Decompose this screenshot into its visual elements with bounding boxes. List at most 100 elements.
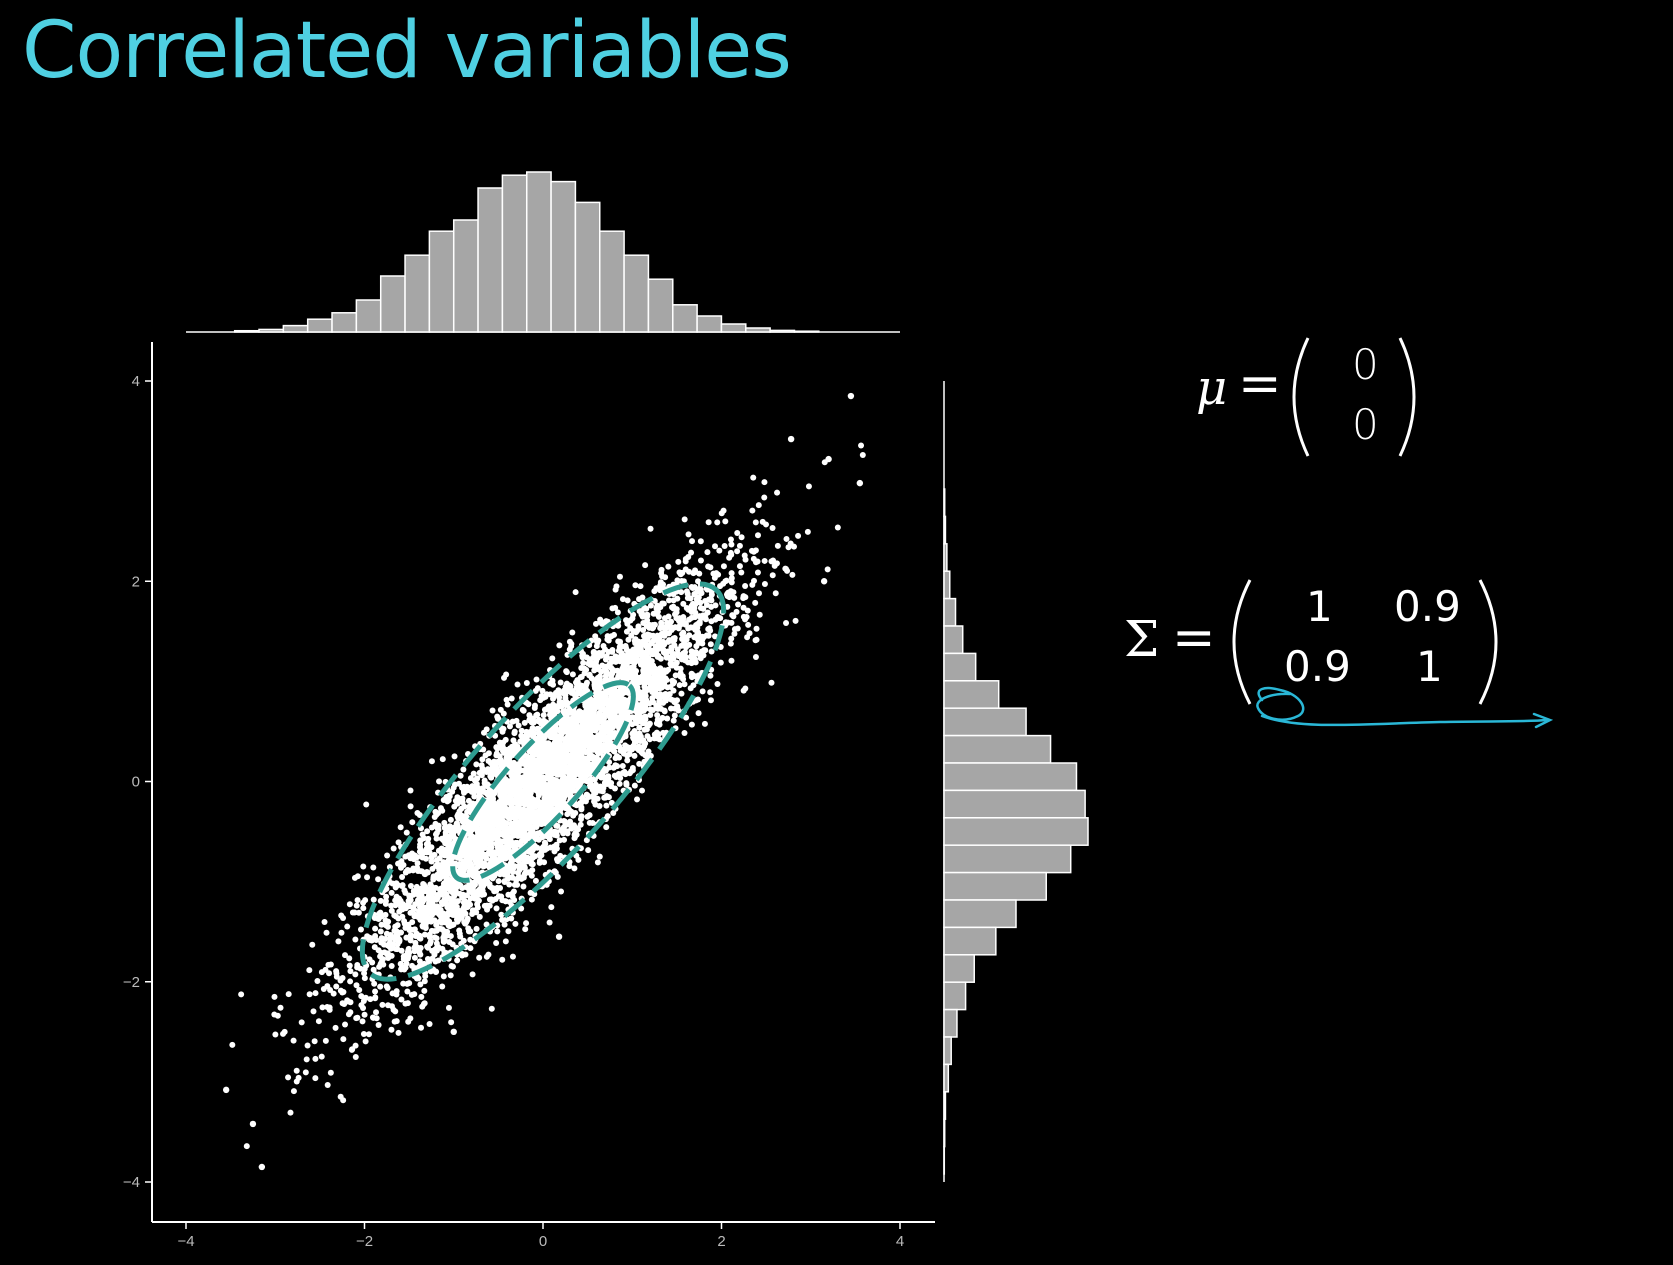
data-point [479, 767, 486, 774]
data-point [460, 906, 467, 913]
data-point [665, 613, 672, 620]
data-point [616, 780, 623, 787]
data-point [728, 635, 735, 642]
data-point [306, 967, 313, 974]
data-point [740, 604, 747, 611]
data-point [641, 693, 648, 700]
data-point [413, 888, 420, 895]
data-point [396, 938, 403, 945]
data-point [753, 636, 760, 643]
data-point [229, 1041, 236, 1048]
data-point [598, 712, 605, 719]
data-point [675, 653, 682, 660]
data-point [668, 662, 675, 669]
data-point [536, 859, 543, 866]
data-point [505, 891, 512, 898]
data-point [462, 818, 469, 825]
data-point [337, 987, 344, 994]
data-point [339, 1000, 346, 1007]
data-point [501, 849, 508, 856]
data-point [654, 602, 661, 609]
data-point [599, 662, 606, 669]
data-point [611, 785, 618, 792]
data-point [654, 712, 661, 719]
data-point [733, 608, 740, 615]
data-point [462, 951, 469, 958]
data-point [499, 956, 506, 963]
data-point [628, 653, 635, 660]
data-point [690, 605, 697, 612]
data-point [538, 693, 545, 700]
data-point [596, 673, 603, 680]
data-point [533, 676, 540, 683]
data-point [499, 916, 506, 923]
data-point [473, 761, 480, 768]
data-point [562, 805, 569, 812]
data-point [751, 577, 758, 584]
marginal-y-bar [943, 1063, 950, 1093]
data-point [714, 614, 721, 621]
marginal-y-bar [943, 817, 1089, 846]
data-point [435, 847, 442, 854]
data-point [460, 766, 467, 773]
data-point [453, 912, 460, 919]
data-point [318, 969, 325, 976]
data-point [362, 994, 369, 1001]
data-point [631, 671, 638, 678]
data-point [493, 750, 500, 757]
data-point [464, 823, 471, 830]
data-point [406, 926, 413, 933]
data-point [358, 993, 365, 1000]
data-point [693, 632, 700, 639]
data-point [639, 787, 646, 794]
data-point [560, 795, 567, 802]
data-point [373, 1009, 380, 1016]
data-point [384, 984, 391, 991]
data-point [622, 771, 629, 778]
data-point [532, 760, 539, 767]
data-point [742, 685, 749, 692]
data-point [433, 944, 440, 951]
data-point [585, 847, 592, 854]
data-point [572, 824, 579, 831]
data-point [736, 563, 743, 570]
data-point [619, 596, 626, 603]
data-point [587, 761, 594, 768]
data-point [347, 968, 354, 975]
data-point [655, 613, 662, 620]
data-point [496, 829, 503, 836]
data-point [377, 928, 384, 935]
data-point [577, 688, 584, 695]
data-point [392, 923, 399, 930]
data-point [688, 670, 695, 677]
data-point [616, 743, 623, 750]
data-point [602, 694, 609, 701]
data-point [445, 1004, 452, 1011]
data-point [518, 727, 525, 734]
data-point [606, 660, 613, 667]
data-point [362, 897, 369, 904]
data-point [585, 768, 592, 775]
data-point [382, 922, 389, 929]
data-point [624, 757, 631, 764]
marginal-x-bar [501, 174, 528, 333]
data-point [695, 710, 702, 717]
marginal-x-bar [404, 254, 431, 333]
data-point [548, 904, 555, 911]
data-point [519, 792, 526, 799]
data-point [526, 831, 533, 838]
data-point [524, 823, 531, 830]
data-point [385, 1002, 392, 1009]
data-point [450, 880, 457, 887]
marginal-y-bar [943, 1091, 947, 1120]
data-point [364, 933, 371, 940]
data-point [638, 749, 645, 756]
data-point [298, 1019, 305, 1026]
data-point [420, 881, 427, 888]
data-point [426, 896, 433, 903]
data-point [658, 684, 665, 691]
data-point [688, 654, 695, 661]
data-point [370, 896, 377, 903]
data-point [401, 918, 408, 925]
data-point [591, 667, 598, 674]
